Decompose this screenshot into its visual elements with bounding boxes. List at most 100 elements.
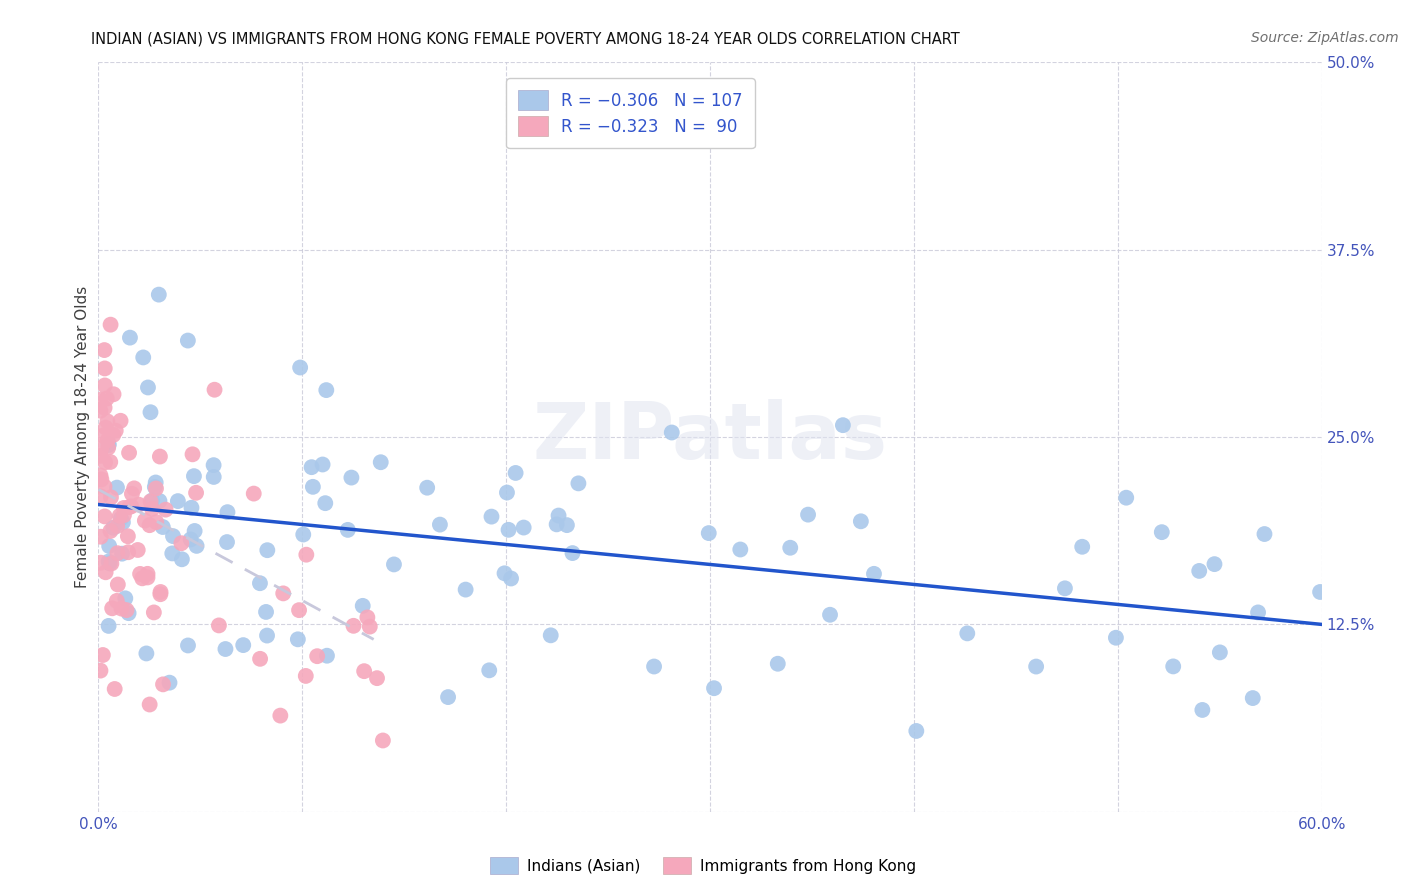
Point	[292, 527, 315, 541]
Point	[135, 647, 157, 661]
Point	[91, 428, 114, 442]
Point	[352, 599, 374, 613]
Point	[316, 648, 339, 663]
Point	[149, 587, 172, 601]
Point	[498, 523, 520, 537]
Point	[730, 542, 752, 557]
Point	[478, 663, 501, 677]
Point	[249, 576, 271, 591]
Point	[818, 607, 841, 622]
Point	[295, 548, 318, 562]
Point	[269, 708, 291, 723]
Point	[956, 626, 979, 640]
Point	[547, 508, 569, 523]
Point	[214, 642, 236, 657]
Point	[90, 556, 112, 570]
Point	[340, 470, 363, 484]
Point	[1241, 691, 1264, 706]
Point	[131, 571, 153, 585]
Point	[1150, 525, 1173, 540]
Y-axis label: Female Poverty Among 18-24 Year Olds: Female Poverty Among 18-24 Year Olds	[75, 286, 90, 588]
Point	[271, 586, 294, 600]
Point	[90, 472, 112, 486]
Point	[105, 594, 128, 608]
Point	[307, 649, 329, 664]
Point	[117, 606, 139, 620]
Point	[138, 518, 160, 533]
Point	[288, 603, 311, 617]
Point	[342, 619, 364, 633]
Point	[110, 414, 132, 428]
Point	[139, 494, 162, 508]
Point	[145, 482, 167, 496]
Point	[353, 664, 375, 678]
Point	[91, 648, 114, 662]
Point	[145, 475, 167, 490]
Point	[100, 557, 122, 571]
Point	[93, 401, 115, 415]
Point	[1253, 527, 1275, 541]
Point	[181, 447, 204, 461]
Point	[863, 566, 886, 581]
Legend: Indians (Asian), Immigrants from Hong Kong: Indians (Asian), Immigrants from Hong Ko…	[484, 851, 922, 880]
Point	[242, 486, 264, 500]
Point	[496, 485, 519, 500]
Point	[162, 546, 184, 560]
Point	[766, 657, 789, 671]
Point	[170, 536, 193, 550]
Point	[105, 519, 128, 533]
Point	[145, 515, 167, 529]
Point	[118, 331, 141, 345]
Point	[141, 501, 163, 516]
Point	[111, 516, 134, 530]
Point	[366, 671, 388, 685]
Point	[359, 619, 381, 633]
Point	[256, 629, 278, 643]
Point	[797, 508, 820, 522]
Point	[96, 392, 118, 406]
Point	[89, 403, 111, 417]
Point	[97, 434, 120, 448]
Point	[100, 491, 122, 505]
Point	[555, 518, 578, 533]
Point	[148, 287, 170, 301]
Point	[122, 481, 145, 495]
Point	[112, 500, 135, 515]
Point	[1053, 582, 1076, 596]
Point	[183, 469, 205, 483]
Point	[141, 493, 163, 508]
Point	[512, 520, 534, 534]
Point	[110, 511, 132, 525]
Point	[94, 378, 117, 392]
Point	[177, 639, 200, 653]
Point	[561, 546, 583, 560]
Point	[136, 380, 159, 394]
Point	[1161, 659, 1184, 673]
Point	[204, 383, 226, 397]
Point	[90, 489, 112, 503]
Point	[499, 572, 522, 586]
Point	[104, 424, 127, 438]
Point	[117, 529, 139, 543]
Point	[98, 557, 121, 571]
Legend: R = −0.306   N = 107, R = −0.323   N =  90: R = −0.306 N = 107, R = −0.323 N = 90	[506, 78, 755, 148]
Point	[371, 733, 394, 747]
Point	[101, 601, 124, 615]
Point	[437, 690, 460, 704]
Point	[1191, 703, 1213, 717]
Point	[208, 618, 231, 632]
Point	[288, 360, 311, 375]
Point	[97, 554, 120, 568]
Point	[180, 533, 202, 547]
Point	[170, 552, 193, 566]
Point	[311, 458, 333, 472]
Point	[832, 418, 855, 433]
Point	[100, 318, 122, 332]
Point	[111, 547, 134, 561]
Point	[183, 524, 205, 538]
Point	[139, 405, 162, 419]
Text: Source: ZipAtlas.com: Source: ZipAtlas.com	[1251, 31, 1399, 45]
Point	[184, 485, 207, 500]
Point	[136, 570, 159, 584]
Point	[105, 546, 128, 560]
